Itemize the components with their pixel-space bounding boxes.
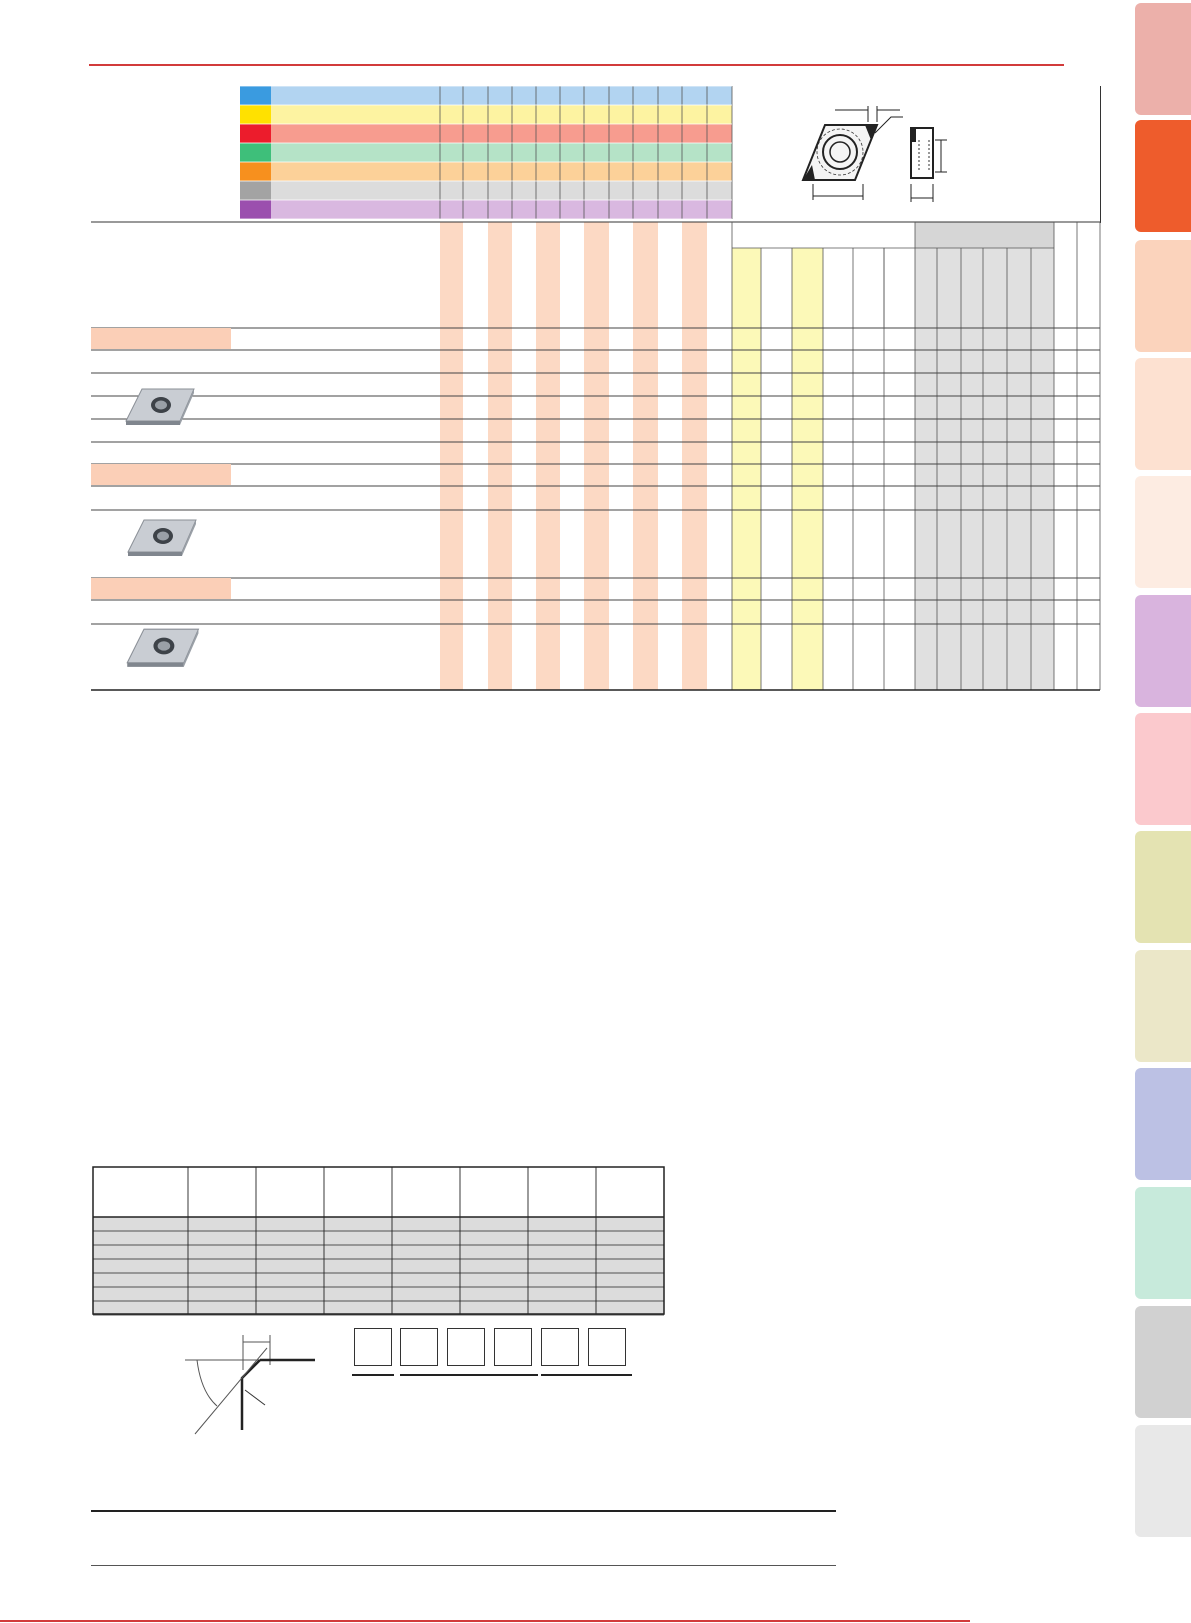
chapter-tab[interactable] (1135, 1306, 1191, 1418)
insert-rhombus-icon (125, 388, 195, 425)
spec-code-box (541, 1328, 579, 1366)
body-grid (91, 221, 1101, 691)
spec-code-box (494, 1328, 532, 1366)
spec-code-box (400, 1328, 438, 1366)
group-label-2 (91, 464, 231, 485)
chapter-tab[interactable] (1135, 240, 1191, 352)
bottom-rule (0, 1620, 970, 1622)
note-rule-top (91, 1510, 836, 1512)
chapter-tab[interactable] (1135, 120, 1191, 232)
group-label-3 (91, 578, 231, 599)
material-swatch (240, 86, 271, 105)
material-band (271, 162, 732, 181)
material-band (271, 181, 732, 200)
chapter-tab[interactable] (1135, 595, 1191, 707)
group-label-1 (91, 328, 231, 349)
chapter-tabs (1135, 0, 1191, 1560)
chapter-tab[interactable] (1135, 1068, 1191, 1180)
rhombus-insert-diagram-icon (801, 106, 947, 202)
material-swatch (240, 143, 271, 162)
top-rule (89, 64, 1064, 66)
chapter-tab[interactable] (1135, 1425, 1191, 1537)
material-band (271, 143, 732, 162)
material-swatch (240, 162, 271, 181)
legend-grid (240, 85, 733, 220)
chapter-tab[interactable] (1135, 476, 1191, 588)
material-swatch (240, 200, 271, 219)
material-swatch (240, 105, 271, 124)
spec-underline-2 (400, 1374, 538, 1376)
header-divider (1100, 86, 1101, 223)
cutting-edge-angle-diagram-icon (185, 1335, 315, 1435)
spec-code-box (588, 1328, 626, 1366)
chapter-tab[interactable] (1135, 950, 1191, 1062)
insert-rhombus-icon (127, 519, 197, 556)
cutting-conditions-table (92, 1166, 665, 1316)
material-band (271, 124, 732, 143)
material-band (271, 86, 732, 105)
chapter-tab[interactable] (1135, 358, 1191, 470)
chapter-tab[interactable] (1135, 1187, 1191, 1299)
chapter-tab[interactable] (1135, 831, 1191, 943)
chapter-tab[interactable] (1135, 3, 1191, 115)
spec-underline-3 (541, 1374, 632, 1376)
material-swatch (240, 124, 271, 143)
insert-rhombus-icon (126, 628, 200, 667)
note-rule-bottom (91, 1565, 836, 1566)
material-band (271, 200, 732, 219)
spec-underline-1 (352, 1374, 394, 1376)
material-band (271, 105, 732, 124)
chapter-tab[interactable] (1135, 713, 1191, 825)
material-swatch (240, 181, 271, 200)
spec-code-box (447, 1328, 485, 1366)
spec-code-box (354, 1328, 392, 1366)
